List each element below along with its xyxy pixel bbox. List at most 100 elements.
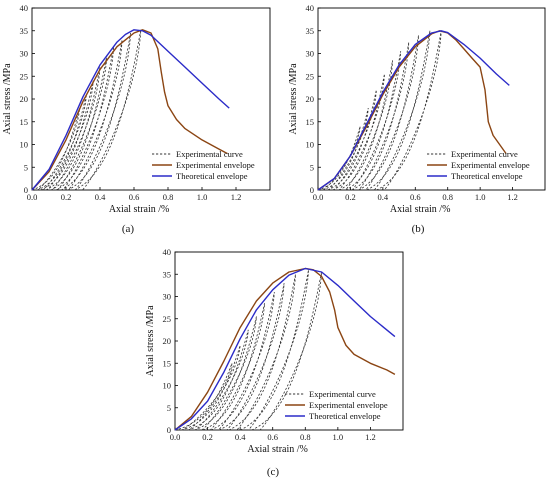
x-tick-label: 1.2	[365, 432, 376, 442]
y-tick-label: 30	[163, 292, 172, 302]
x-tick-label: 0.0	[27, 192, 38, 202]
experimental-curve-cycle	[338, 60, 393, 191]
x-tick-label: 1.0	[475, 192, 486, 202]
y-tick-label: 30	[20, 49, 29, 59]
y-tick-label: 0	[24, 185, 28, 195]
experimental-curve-cycle	[194, 316, 257, 431]
legend-label: Theoretical envelope	[176, 171, 248, 181]
x-tick-label: 0.4	[378, 192, 389, 202]
x-tick-label: 0.6	[267, 432, 278, 442]
y-tick-label: 25	[20, 71, 29, 81]
y-tick-label: 15	[306, 117, 315, 127]
legend-label: Experimental curve	[176, 149, 243, 159]
legend-label: Experimental curve	[309, 389, 376, 399]
y-axis-label: Axial stress /MPa	[2, 63, 13, 135]
legend-label: Experimental envelope	[309, 400, 388, 410]
chart-panel-2: 0.0 0.2 0.4 0.6 0.8 1.0 1.2 0 5 10 15 20 25 30 35 40 Axi…	[288, 3, 546, 235]
experimental-curve-cycle	[187, 329, 249, 431]
x-tick-label: 0.8	[300, 432, 311, 442]
experimental-curve-cycle	[67, 32, 131, 191]
experimental-curve-cycle	[228, 274, 296, 431]
x-tick-label: 0.4	[95, 192, 106, 202]
y-tick-label: 0	[310, 185, 314, 195]
x-tick-label: 1.2	[231, 192, 242, 202]
experimental-envelope-line	[31, 29, 228, 191]
legend-label: Theoretical envelope	[451, 171, 523, 181]
experimental-curve-cycle	[239, 269, 309, 431]
y-tick-label: 15	[20, 117, 29, 127]
chart-panel-1: 0.0 0.2 0.4 0.6 0.8 1.0 1.2 0 5 10 15 20 25 30 35 40 Axi…	[2, 3, 271, 235]
x-tick-label: 0.6	[129, 192, 140, 202]
y-tick-label: 10	[20, 140, 29, 150]
y-tick-label: 5	[167, 403, 171, 413]
x-tick-label: 0.8	[442, 192, 453, 202]
x-tick-label: 1.2	[507, 192, 518, 202]
y-tick-label: 40	[163, 247, 172, 257]
legend-label: Experimental curve	[451, 149, 518, 159]
y-tick-label: 30	[306, 49, 315, 59]
experimental-curve-cycle	[327, 89, 377, 191]
x-tick-label: 0.2	[345, 192, 356, 202]
x-tick-label: 0.2	[202, 432, 213, 442]
x-axis-label: Axial strain /%	[390, 204, 451, 215]
experimental-curve-cycle	[60, 39, 123, 191]
y-tick-label: 20	[20, 94, 29, 104]
experimental-curve-cycle	[55, 46, 114, 191]
y-axis-label: Axial stress /MPa	[145, 305, 156, 377]
panel-caption: (a)	[122, 223, 135, 235]
x-tick-label: 1.0	[197, 192, 208, 202]
experimental-curve-cycle	[31, 107, 80, 191]
panel-caption: (c)	[267, 466, 280, 478]
y-tick-label: 5	[24, 162, 28, 172]
y-tick-label: 15	[163, 358, 172, 368]
y-tick-label: 25	[306, 71, 315, 81]
experimental-curve-cycle	[202, 303, 265, 431]
y-tick-label: 0	[167, 425, 171, 435]
y-tick-label: 35	[20, 26, 29, 36]
y-tick-label: 20	[306, 94, 315, 104]
experimental-curve-cycle	[351, 42, 410, 191]
experimental-curve-cycle	[345, 51, 402, 191]
x-tick-label: 0.0	[170, 432, 181, 442]
x-axis-label: Axial strain /%	[109, 204, 170, 215]
experimental-curve-cycle	[218, 283, 285, 431]
x-tick-label: 0.6	[410, 192, 421, 202]
x-axis-label: Axial strain /%	[247, 444, 308, 455]
x-tick-label: 1.0	[333, 432, 344, 442]
y-tick-label: 5	[310, 162, 314, 172]
experimental-curve-cycle	[366, 30, 431, 191]
experimental-curve-cycle	[74, 29, 142, 191]
experimental-curve-cycle	[181, 345, 241, 431]
y-tick-label: 40	[306, 3, 315, 13]
experimental-curve-cycle	[174, 363, 233, 431]
experimental-curve-cycle	[45, 67, 101, 191]
legend-label: Experimental envelope	[176, 160, 255, 170]
y-tick-label: 40	[20, 3, 29, 13]
x-tick-label: 0.4	[235, 432, 246, 442]
chart-panel-3: 0.0 0.2 0.4 0.6 0.8 1.0 1.2 0 5 10 15 20 25 30 35 40 Axi…	[145, 247, 404, 478]
x-tick-label: 0.0	[313, 192, 324, 202]
y-tick-label: 10	[306, 140, 315, 150]
y-tick-label: 25	[163, 314, 172, 324]
y-axis-label: Axial stress /MPa	[288, 63, 299, 135]
theoretical-envelope-line	[174, 267, 396, 431]
x-tick-label: 0.2	[61, 192, 72, 202]
experimental-curve-cycle	[210, 291, 275, 431]
experimental-curve-cycle	[322, 108, 369, 191]
theoretical-envelope-line	[317, 30, 510, 191]
panel-caption: (b)	[412, 223, 425, 235]
y-tick-label: 20	[163, 336, 172, 346]
y-tick-label: 10	[163, 381, 172, 391]
x-tick-label: 0.8	[163, 192, 174, 202]
y-tick-label: 35	[306, 26, 315, 36]
theoretical-envelope-line	[31, 29, 230, 191]
legend-label: Theoretical envelope	[309, 411, 381, 421]
y-tick-label: 35	[163, 269, 172, 279]
legend-label: Experimental envelope	[451, 160, 530, 170]
experimental-curve-cycle	[358, 35, 419, 191]
experimental-curve-cycle	[317, 126, 361, 191]
